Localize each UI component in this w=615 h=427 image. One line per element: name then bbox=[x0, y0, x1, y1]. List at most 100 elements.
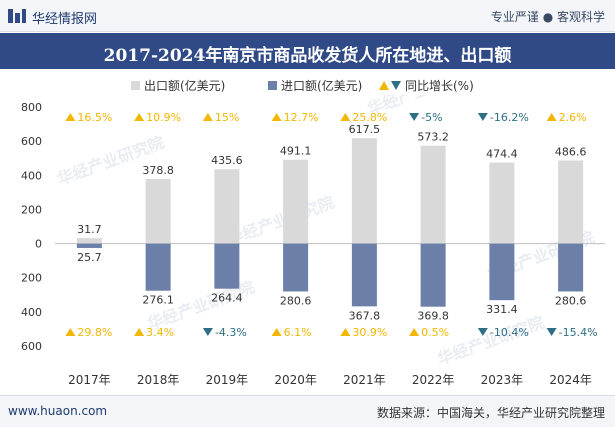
y-tick-label: 400 bbox=[21, 306, 42, 319]
export-growth-label: 16.5% bbox=[77, 111, 112, 124]
import-bar bbox=[283, 243, 309, 292]
export-value-label: 486.6 bbox=[555, 146, 587, 159]
legend-growth-label: 同比增长(%) bbox=[405, 79, 474, 93]
x-tick-label: 2020年 bbox=[274, 373, 317, 387]
x-tick-label: 2024年 bbox=[549, 373, 592, 387]
export-growth-up-icon bbox=[65, 113, 76, 121]
import-bar bbox=[489, 243, 515, 301]
y-tick-label: 200 bbox=[21, 272, 42, 285]
watermark-text: 华经产业研究院 bbox=[225, 193, 337, 249]
export-value-label: 378.8 bbox=[142, 164, 174, 177]
import-growth-label: 3.4% bbox=[146, 326, 174, 339]
import-growth-down-icon bbox=[546, 328, 557, 336]
export-growth-up-icon bbox=[546, 113, 557, 121]
export-bar bbox=[420, 145, 446, 244]
x-tick-label: 2022年 bbox=[412, 373, 455, 387]
import-growth-down-icon bbox=[202, 328, 213, 336]
export-value-label: 474.4 bbox=[486, 148, 518, 161]
import-growth-up-icon bbox=[65, 328, 76, 336]
import-bar bbox=[420, 243, 446, 307]
legend-growth: 同比增长(%) bbox=[379, 77, 474, 94]
export-growth-up-icon bbox=[134, 113, 145, 121]
export-growth-label: 15% bbox=[215, 111, 239, 124]
import-bar bbox=[76, 243, 102, 248]
import-value-label: 25.7 bbox=[77, 251, 102, 264]
import-value-label: 369.8 bbox=[417, 310, 449, 323]
export-value-label: 435.6 bbox=[211, 154, 243, 167]
export-bar bbox=[76, 238, 102, 244]
x-tick-label: 2018年 bbox=[137, 373, 180, 387]
x-tick-label: 2017年 bbox=[68, 373, 111, 387]
export-bar bbox=[283, 159, 309, 244]
slogan: 专业严谨 ● 客观科学 bbox=[490, 10, 605, 24]
import-growth-label: -15.4% bbox=[559, 326, 598, 339]
y-tick-label: 600 bbox=[21, 135, 42, 148]
y-axis: 800 600 400 200 0 200 400 600 bbox=[21, 101, 42, 353]
export-value-label: 31.7 bbox=[77, 223, 102, 236]
import-growth-up-icon bbox=[134, 328, 145, 336]
y-tick-label: 200 bbox=[21, 203, 42, 216]
y-tick-label: 800 bbox=[21, 101, 42, 114]
footer-url: www.huaon.com bbox=[8, 404, 108, 418]
chart: 华经产业研究院华经产业研究院华经产业研究院华经产业研究院华经产业研究院华经产业研… bbox=[21, 95, 605, 387]
legend-export: 出口额(亿美元) bbox=[131, 77, 225, 94]
import-growth-label: -10.4% bbox=[490, 326, 529, 339]
chart-title: 2017-2024年南京市商品收发货人所在地进、出口额 bbox=[103, 46, 512, 66]
export-value-label: 573.2 bbox=[417, 131, 449, 144]
footer-source: 数据来源：中国海关，华经产业研究院整理 bbox=[376, 406, 605, 420]
up-triangle-icon bbox=[379, 81, 389, 90]
export-growth-label: 10.9% bbox=[146, 111, 181, 124]
x-tick-label: 2019年 bbox=[206, 373, 249, 387]
import-bar bbox=[351, 243, 377, 307]
export-bar bbox=[489, 162, 515, 244]
export-value-label: 491.1 bbox=[280, 145, 312, 158]
bars bbox=[76, 138, 584, 307]
import-value-label: 276.1 bbox=[142, 294, 174, 307]
import-bar bbox=[214, 243, 240, 289]
import-growth-label: 0.5% bbox=[421, 326, 449, 339]
export-bar bbox=[558, 160, 584, 244]
legend-import-swatch bbox=[268, 81, 277, 90]
top-bar: 华经情报网 专业严谨 ● 客观科学 bbox=[0, 0, 615, 32]
import-value-label: 280.6 bbox=[280, 294, 312, 307]
logo-icon bbox=[8, 9, 26, 23]
import-growth-label: 6.1% bbox=[284, 326, 312, 339]
y-tick-label: 0 bbox=[35, 238, 42, 251]
value-labels: 31.7 25.7 378.8 276.1 435.6 264.4 491.1 280.6 61… bbox=[77, 123, 586, 323]
import-value-label: 331.4 bbox=[486, 303, 518, 316]
import-growth-label: 29.8% bbox=[77, 326, 112, 339]
export-growth-label: -16.2% bbox=[490, 111, 529, 124]
footer: www.huaon.com 数据来源：中国海关，华经产业研究院整理 bbox=[0, 395, 615, 427]
import-value-label: 280.6 bbox=[555, 294, 587, 307]
import-bar bbox=[145, 243, 171, 291]
title-bar: 2017-2024年南京市商品收发货人所在地进、出口额 bbox=[0, 33, 615, 69]
import-growth-up-icon bbox=[271, 328, 282, 336]
import-growth-down-icon bbox=[477, 328, 488, 336]
export-bar bbox=[351, 138, 377, 244]
export-bar bbox=[214, 169, 240, 244]
legend-export-label: 出口额(亿美元) bbox=[144, 79, 226, 93]
x-tick-label: 2021年 bbox=[343, 373, 386, 387]
import-value-label: 367.8 bbox=[349, 309, 381, 322]
import-value-label: 264.4 bbox=[211, 292, 243, 305]
growth-labels: 16.5% 29.8% 10.9% 3.4% 15% -4.3% 12.7% 6.1% 25.8… bbox=[65, 111, 598, 339]
legend-export-swatch bbox=[131, 81, 140, 90]
x-axis: 2017年 2018年 2019年 2020年 2021年 2022年 2023年 2024年 bbox=[68, 373, 592, 387]
import-growth-up-icon bbox=[340, 328, 351, 336]
legend-import-label: 进口额(亿美元) bbox=[281, 79, 363, 93]
export-value-label: 617.5 bbox=[349, 123, 381, 136]
import-growth-label: -4.3% bbox=[215, 326, 247, 339]
legend: 出口额(亿美元) 进口额(亿美元) 同比增长(%) bbox=[0, 77, 615, 95]
y-tick-label: 400 bbox=[21, 169, 42, 182]
export-growth-label: 2.6% bbox=[559, 111, 587, 124]
export-growth-up-icon bbox=[271, 113, 282, 121]
export-growth-label: 12.7% bbox=[284, 111, 319, 124]
brand-name: 华经情报网 bbox=[32, 12, 98, 27]
down-triangle-icon bbox=[391, 81, 401, 90]
watermark-text: 华经产业研究院 bbox=[435, 313, 547, 369]
export-growth-label: -5% bbox=[421, 111, 442, 124]
import-bar bbox=[558, 243, 584, 292]
export-bar bbox=[145, 178, 171, 244]
export-growth-up-icon bbox=[202, 113, 213, 121]
export-growth-down-icon bbox=[477, 113, 488, 121]
